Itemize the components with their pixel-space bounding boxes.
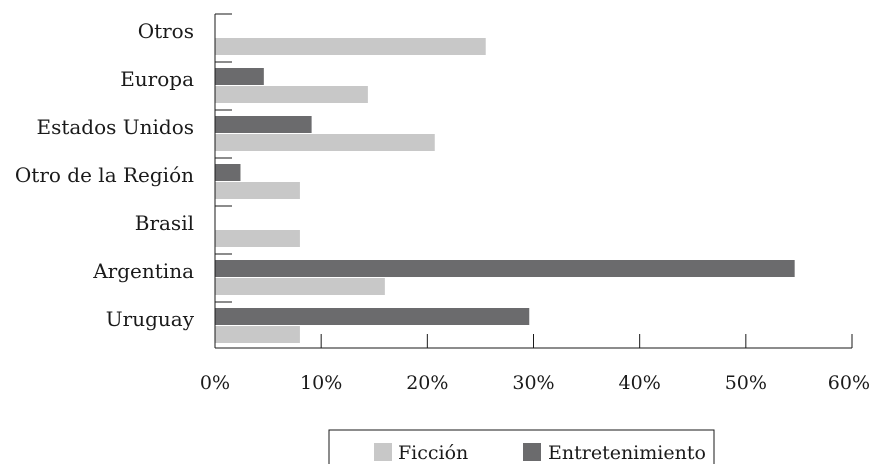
category-label: Otros (138, 19, 194, 43)
category-label: Uruguay (106, 307, 195, 331)
category-label: Otro de la Región (15, 163, 194, 187)
x-tick-label: 30% (512, 372, 554, 394)
bar-ficcion (215, 38, 486, 55)
x-tick-label: 60% (828, 372, 870, 394)
category-label: Argentina (92, 259, 194, 283)
bar-entretenimiento (215, 308, 530, 325)
bar-ficcion (215, 86, 368, 103)
legend-label-entretenimiento: Entretenimiento (548, 442, 706, 464)
bar-entretenimiento (215, 164, 241, 181)
legend-swatch-entretenimiento (523, 443, 541, 461)
category-labels: Otros Europa Estados Unidos Otro de la Regi… (15, 19, 195, 331)
bar-ficcion (215, 326, 300, 343)
legend-swatch-ficcion (374, 443, 392, 461)
axes (214, 13, 852, 349)
bar-entretenimiento (215, 260, 795, 277)
x-tick-label: 40% (619, 372, 661, 394)
x-tick-label: 20% (406, 372, 448, 394)
category-label: Estados Unidos (36, 115, 194, 139)
bar-ficcion (215, 134, 435, 151)
legend-box (328, 429, 715, 464)
legend-label-ficcion: Ficción (398, 442, 468, 464)
legend: Ficción Entretenimiento (328, 429, 715, 464)
x-tick-label: 50% (725, 372, 767, 394)
bar-ficcion (215, 230, 300, 247)
x-ticks: 0% 10% 20% 30% 40% 50% 60% (200, 334, 870, 394)
category-label: Europa (120, 67, 194, 91)
bars-group (215, 38, 795, 343)
x-tick-label: 0% (200, 372, 230, 394)
bar-entretenimiento (215, 68, 264, 85)
x-tick-label: 10% (300, 372, 342, 394)
category-label: Brasil (135, 211, 194, 235)
bar-ficcion (215, 182, 300, 199)
bar-entretenimiento (215, 116, 312, 133)
bar-ficcion (215, 278, 385, 295)
